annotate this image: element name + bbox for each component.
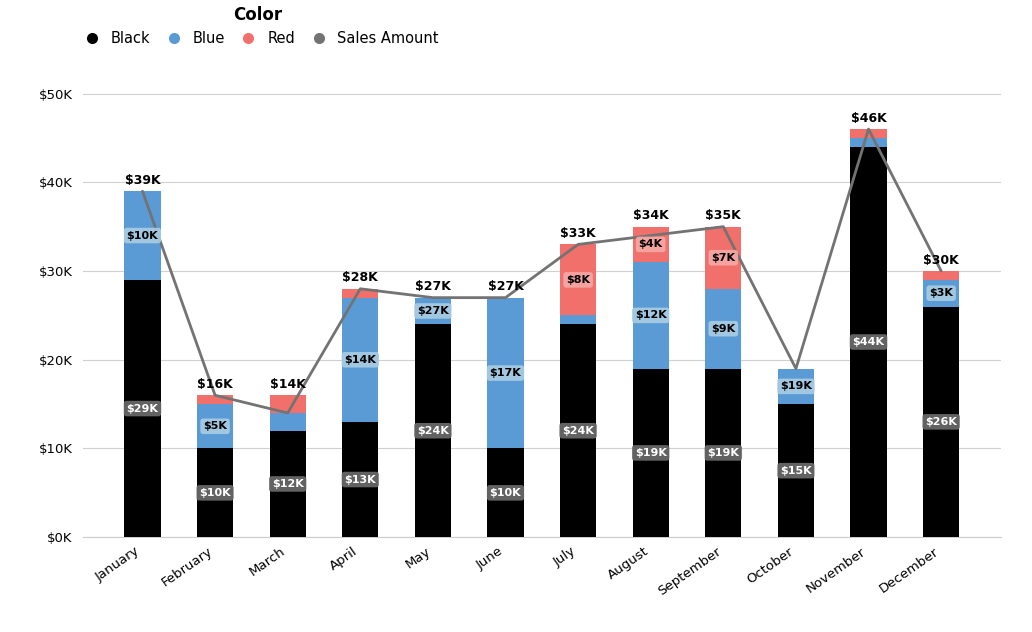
Text: $19K: $19K bbox=[635, 448, 667, 458]
Text: $15K: $15K bbox=[780, 466, 812, 476]
Bar bbox=[705, 368, 741, 537]
Text: $30K: $30K bbox=[924, 253, 959, 267]
Text: $17K: $17K bbox=[489, 368, 521, 378]
Bar bbox=[560, 324, 596, 537]
Text: $16K: $16K bbox=[197, 378, 233, 391]
Text: $4K: $4K bbox=[639, 240, 663, 250]
Bar bbox=[343, 289, 379, 298]
Text: $19K: $19K bbox=[780, 381, 812, 391]
Text: $12K: $12K bbox=[635, 310, 667, 320]
Bar bbox=[705, 289, 741, 368]
Text: $9K: $9K bbox=[711, 324, 736, 334]
Bar bbox=[923, 307, 960, 537]
Bar bbox=[487, 298, 523, 449]
Bar bbox=[197, 395, 233, 404]
Text: $39K: $39K bbox=[125, 174, 160, 186]
Bar bbox=[415, 298, 451, 324]
Text: $34K: $34K bbox=[633, 209, 669, 222]
Bar bbox=[850, 147, 886, 537]
Bar bbox=[850, 138, 886, 147]
Bar bbox=[197, 449, 233, 537]
Text: $44K: $44K bbox=[852, 337, 884, 347]
Bar bbox=[269, 431, 305, 537]
Bar bbox=[269, 413, 305, 431]
Bar bbox=[633, 262, 669, 368]
Bar bbox=[850, 129, 886, 138]
Legend: Black, Blue, Red, Sales Amount: Black, Blue, Red, Sales Amount bbox=[71, 0, 445, 52]
Text: $7K: $7K bbox=[711, 253, 736, 263]
Text: $10K: $10K bbox=[127, 231, 158, 241]
Text: $10K: $10K bbox=[489, 488, 521, 498]
Bar bbox=[343, 298, 379, 422]
Bar bbox=[560, 245, 596, 315]
Text: $19K: $19K bbox=[707, 448, 739, 458]
Text: $10K: $10K bbox=[199, 488, 231, 498]
Text: $27K: $27K bbox=[415, 280, 451, 293]
Bar bbox=[197, 404, 233, 449]
Text: $14K: $14K bbox=[345, 355, 377, 365]
Text: $26K: $26K bbox=[926, 417, 957, 427]
Bar bbox=[124, 191, 161, 280]
Bar bbox=[778, 368, 814, 404]
Bar bbox=[269, 395, 305, 413]
Text: $46K: $46K bbox=[850, 112, 886, 125]
Text: $27K: $27K bbox=[487, 280, 523, 293]
Bar bbox=[415, 324, 451, 537]
Text: $28K: $28K bbox=[343, 271, 378, 284]
Text: $24K: $24K bbox=[562, 426, 594, 435]
Text: $3K: $3K bbox=[929, 288, 954, 298]
Text: $8K: $8K bbox=[567, 275, 590, 285]
Bar bbox=[343, 422, 379, 537]
Text: $5K: $5K bbox=[203, 422, 227, 431]
Bar bbox=[705, 227, 741, 289]
Text: $13K: $13K bbox=[345, 475, 376, 485]
Text: $27K: $27K bbox=[417, 306, 449, 316]
Text: $33K: $33K bbox=[560, 227, 595, 240]
Text: $35K: $35K bbox=[706, 209, 741, 222]
Text: $12K: $12K bbox=[271, 479, 303, 489]
Bar bbox=[633, 227, 669, 262]
Bar bbox=[124, 280, 161, 537]
Text: $24K: $24K bbox=[417, 426, 449, 435]
Bar bbox=[778, 404, 814, 537]
Bar bbox=[923, 271, 960, 280]
Bar bbox=[923, 280, 960, 307]
Text: $29K: $29K bbox=[127, 404, 158, 413]
Bar bbox=[633, 368, 669, 537]
Bar bbox=[560, 315, 596, 324]
Text: $14K: $14K bbox=[269, 378, 305, 391]
Bar bbox=[487, 449, 523, 537]
